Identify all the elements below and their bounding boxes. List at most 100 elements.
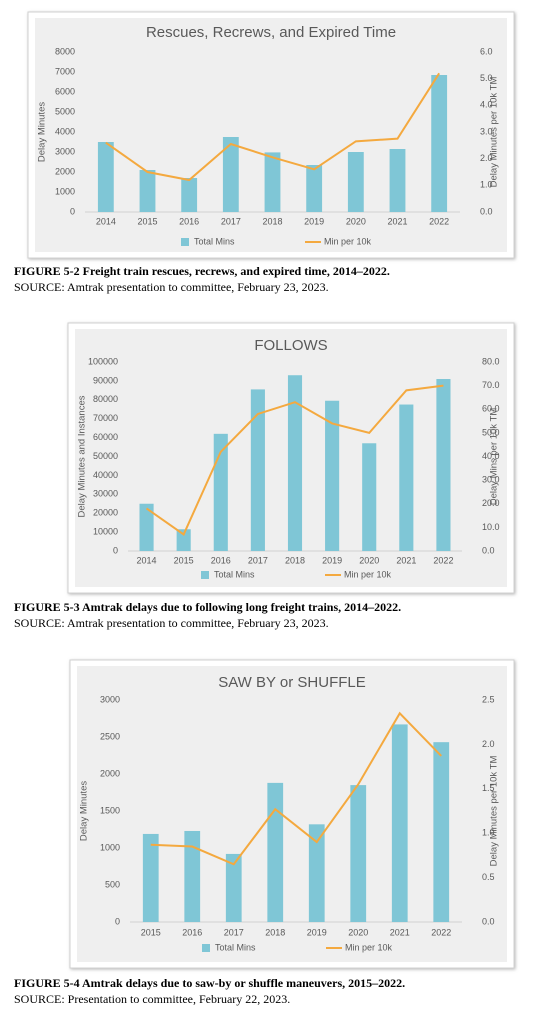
x-tick-label: 2015 — [137, 216, 157, 226]
bar — [267, 782, 284, 922]
bar — [264, 152, 281, 212]
y-tick-label: 7000 — [55, 66, 75, 76]
y-tick-label: 6000 — [55, 86, 75, 96]
bar — [250, 389, 265, 551]
y-tick-label: 2000 — [55, 166, 75, 176]
x-tick-label: 2021 — [396, 555, 416, 565]
x-tick-label: 2014 — [137, 555, 157, 565]
y-tick-label: 1500 — [100, 805, 120, 815]
x-tick-label: 2018 — [265, 927, 285, 937]
bar — [213, 433, 228, 551]
y2-tick-label: 1.5 — [482, 783, 495, 793]
x-tick-label: 2019 — [322, 555, 342, 565]
bar — [325, 400, 340, 551]
x-tick-label: 2019 — [307, 927, 327, 937]
bar — [139, 503, 154, 551]
bar — [362, 443, 377, 551]
bar — [433, 742, 450, 922]
legend-swatch — [202, 944, 210, 952]
y2-tick-label: 3.0 — [480, 126, 493, 136]
legend-label: Min per 10k — [344, 569, 392, 579]
y-axis-label: Delay Minutes — [79, 781, 90, 841]
y-tick-label: 3000 — [55, 146, 75, 156]
bar — [391, 724, 408, 922]
bar — [139, 170, 156, 212]
bar — [308, 824, 325, 922]
y-tick-label: 0 — [115, 916, 120, 926]
bar — [176, 529, 191, 551]
y2-tick-label: 0.0 — [480, 206, 493, 216]
y-tick-label: 90000 — [93, 375, 118, 385]
y2-axis-label: Delay Minutes per 10k TM — [489, 756, 500, 867]
y2-tick-label: 2.0 — [482, 739, 495, 749]
y-tick-label: 0 — [70, 206, 75, 216]
y-tick-label: 0 — [113, 545, 118, 555]
x-tick-label: 2022 — [431, 927, 451, 937]
y2-tick-label: 0.5 — [482, 872, 495, 882]
legend-label: Total Mins — [194, 236, 235, 246]
x-tick-label: 2016 — [179, 216, 199, 226]
y-tick-label: 2000 — [100, 768, 120, 778]
plot-panel — [35, 18, 507, 252]
bar — [225, 853, 242, 922]
line-series — [105, 72, 441, 182]
x-tick-label: 2015 — [174, 555, 194, 565]
bar — [222, 137, 239, 212]
y2-axis-label: Delay Minutes per 10k TM — [489, 77, 500, 188]
y-axis-label: Delay Minutes and Instances — [77, 395, 88, 517]
y2-tick-label: 60.0 — [482, 404, 500, 414]
y-tick-label: 5000 — [55, 106, 75, 116]
y2-tick-label: 0.0 — [482, 545, 495, 555]
y2-tick-label: 80.0 — [482, 356, 500, 366]
legend-swatch — [201, 571, 209, 579]
line-series — [150, 711, 442, 866]
y-tick-label: 2500 — [100, 731, 120, 741]
x-tick-label: 2021 — [390, 927, 410, 937]
y-tick-label: 20000 — [93, 508, 118, 518]
x-tick-label: 2020 — [346, 216, 366, 226]
bar — [389, 149, 406, 212]
y2-tick-label: 40.0 — [482, 451, 500, 461]
y2-tick-label: 70.0 — [482, 380, 500, 390]
chart-title: Rescues, Recrews, and Expired Time — [146, 24, 396, 41]
y2-tick-label: 1.0 — [480, 180, 493, 190]
y2-tick-label: 1.0 — [482, 828, 495, 838]
bar — [347, 152, 364, 212]
y-tick-label: 30000 — [93, 489, 118, 499]
y2-tick-label: 2.5 — [482, 694, 495, 704]
x-tick-label: 2017 — [224, 927, 244, 937]
figure-caption: FIGURE 5-2 Freight train rescues, recrew… — [14, 264, 390, 278]
x-tick-label: 2020 — [359, 555, 379, 565]
y-tick-label: 80000 — [93, 394, 118, 404]
bar — [184, 830, 201, 922]
y-tick-label: 70000 — [93, 413, 118, 423]
y-tick-label: 40000 — [93, 470, 118, 480]
y2-tick-label: 4.0 — [480, 100, 493, 110]
x-tick-label: 2015 — [141, 927, 161, 937]
x-tick-label: 2018 — [262, 216, 282, 226]
y2-tick-label: 6.0 — [480, 46, 493, 56]
chart-title: SAW BY or SHUFFLE — [218, 674, 366, 691]
y-tick-label: 1000 — [100, 842, 120, 852]
x-tick-label: 2022 — [429, 216, 449, 226]
y-tick-label: 1000 — [55, 186, 75, 196]
x-tick-label: 2014 — [96, 216, 116, 226]
bar — [399, 404, 414, 551]
y2-tick-label: 0.0 — [482, 916, 495, 926]
y2-axis-label: Delay Mins per 10k TM — [489, 408, 500, 506]
x-tick-label: 2019 — [304, 216, 324, 226]
y-tick-label: 3000 — [100, 694, 120, 704]
y2-tick-label: 10.0 — [482, 522, 500, 532]
bar — [431, 75, 448, 212]
y2-tick-label: 50.0 — [482, 427, 500, 437]
bar — [350, 785, 367, 922]
y2-tick-label: 2.0 — [480, 153, 493, 163]
chart-title: FOLLOWS — [254, 337, 327, 354]
y2-tick-label: 5.0 — [480, 73, 493, 83]
figure-caption: FIGURE 5-3 Amtrak delays due to followin… — [14, 600, 401, 614]
bar — [97, 142, 114, 212]
bar — [181, 178, 198, 212]
x-tick-label: 2017 — [221, 216, 241, 226]
x-tick-label: 2022 — [433, 555, 453, 565]
